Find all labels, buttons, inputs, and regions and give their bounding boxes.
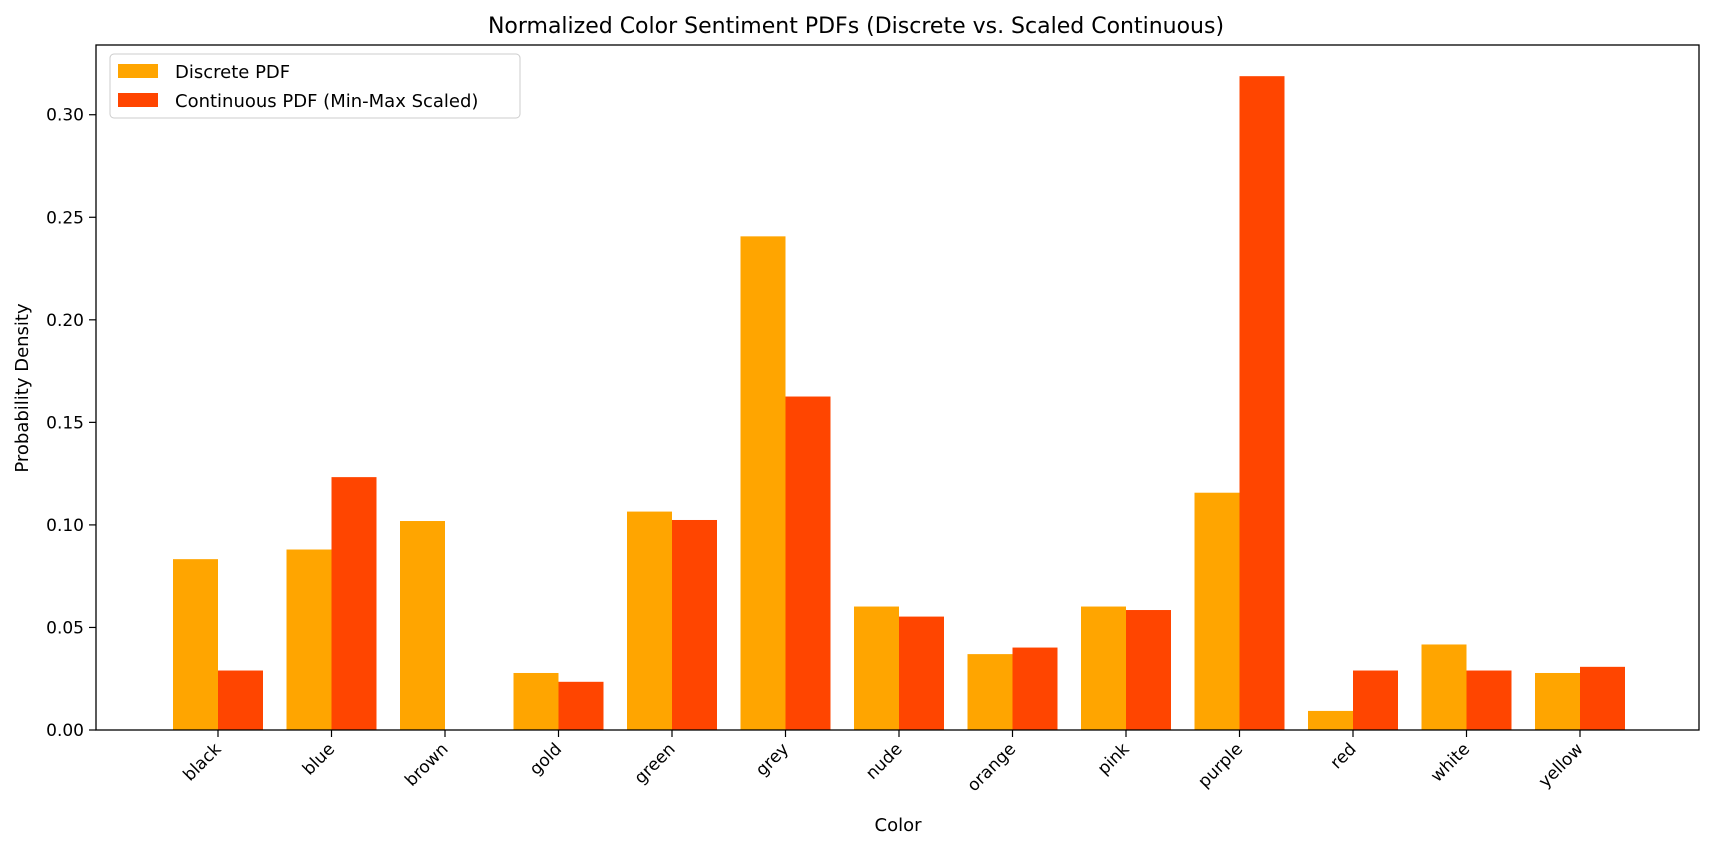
bar-continuous-black: [218, 670, 263, 730]
bar-continuous-nude: [899, 616, 944, 730]
x-axis-label: Color: [875, 815, 923, 836]
x-tick-label-orange: orange: [964, 739, 1020, 795]
bar-discrete-brown: [400, 521, 445, 730]
legend-label-discrete: Discrete PDF: [175, 62, 290, 83]
legend-swatch-continuous: [118, 93, 158, 107]
legend-swatch-discrete: [118, 64, 158, 78]
bar-discrete-gold: [513, 672, 559, 730]
x-axis: black blue brown gold green grey nude orange pin…: [179, 730, 1588, 796]
bar-discrete-nude: [854, 606, 899, 730]
bar-continuous-red: [1353, 670, 1398, 730]
plot-frame: [95, 44, 1700, 731]
bar-discrete-green: [627, 511, 672, 730]
bar-discrete-yellow: [1535, 672, 1580, 730]
legend: Discrete PDF Continuous PDF (Min-Max Sca…: [109, 53, 521, 119]
bar-continuous-grey: [785, 396, 831, 730]
bars-group: [173, 76, 1625, 731]
x-tick-label-purple: purple: [1194, 739, 1247, 792]
bar-discrete-blue: [286, 549, 332, 730]
y-tick-label: 0.20: [46, 311, 84, 331]
y-tick-label: 0.15: [46, 413, 84, 433]
x-tick-label-gold: gold: [526, 739, 566, 779]
y-axis: 0.00 0.05 0.10 0.15 0.20 0.25 0.30: [46, 106, 96, 741]
bar-discrete-black: [173, 559, 218, 730]
x-tick-label-red: red: [1327, 739, 1361, 773]
bar-continuous-blue: [331, 477, 377, 730]
bar-continuous-purple: [1239, 76, 1285, 731]
bar-continuous-gold: [558, 681, 604, 730]
bar-continuous-yellow: [1580, 666, 1625, 730]
y-axis-label: Probability Density: [12, 303, 33, 473]
x-tick-label-nude: nude: [862, 739, 906, 783]
bar-continuous-green: [672, 519, 717, 730]
bar-discrete-orange: [967, 654, 1013, 730]
y-tick-label: 0.05: [46, 618, 84, 638]
y-tick-label: 0.00: [46, 721, 84, 741]
bar-discrete-red: [1308, 710, 1353, 730]
bar-discrete-pink: [1081, 606, 1126, 730]
x-tick-label-pink: pink: [1094, 739, 1134, 779]
legend-label-continuous: Continuous PDF (Min-Max Scaled): [175, 91, 478, 112]
bar-discrete-grey: [740, 236, 786, 730]
bar-continuous-orange: [1012, 647, 1058, 730]
bar-discrete-white: [1421, 644, 1467, 730]
x-tick-label-blue: blue: [299, 739, 339, 779]
bar-continuous-white: [1466, 670, 1512, 730]
x-tick-label-green: green: [631, 739, 680, 788]
y-tick-label: 0.30: [46, 106, 84, 126]
bar-continuous-pink: [1126, 610, 1171, 730]
legend-frame: [109, 53, 521, 119]
y-tick-label: 0.25: [46, 208, 84, 228]
x-tick-label-black: black: [179, 739, 225, 785]
y-tick-label: 0.10: [46, 516, 84, 536]
bar-discrete-purple: [1194, 492, 1240, 730]
chart-title: Normalized Color Sentiment PDFs (Discret…: [488, 14, 1224, 39]
x-tick-label-grey: grey: [752, 739, 793, 780]
x-tick-label-white: white: [1427, 739, 1474, 786]
x-tick-label-yellow: yellow: [1535, 739, 1588, 792]
x-tick-label-brown: brown: [401, 739, 452, 790]
